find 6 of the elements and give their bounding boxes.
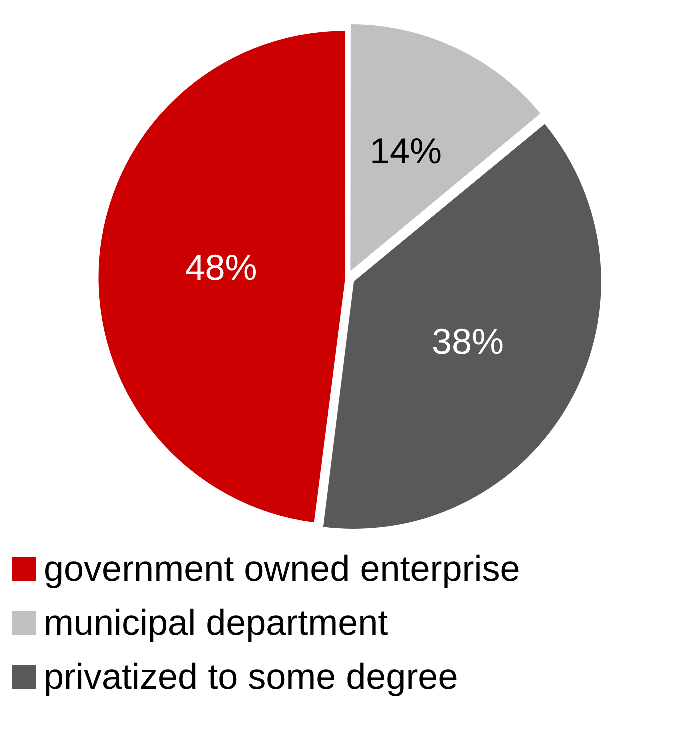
- data-label: 48%: [185, 246, 258, 288]
- legend-label: privatized to some degree: [44, 656, 458, 698]
- data-label: 38%: [432, 321, 504, 362]
- data-label: 14%: [370, 130, 442, 172]
- legend-label: municipal department: [44, 602, 388, 644]
- legend-label: government owned enterprise: [44, 548, 520, 590]
